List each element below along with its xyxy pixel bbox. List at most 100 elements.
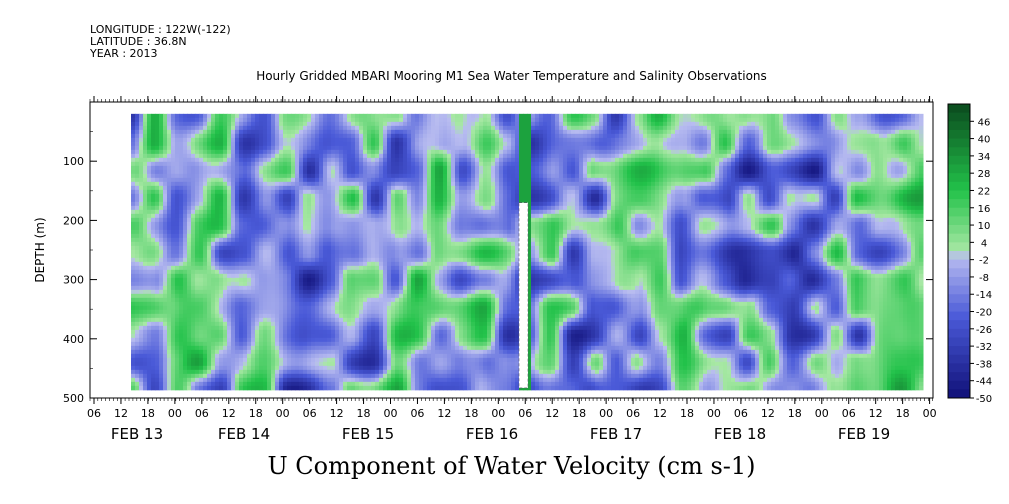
- x-hour-tick-label: 06: [303, 407, 317, 420]
- colorbar-label: -8: [979, 273, 989, 284]
- x-hour-tick-label: 12: [330, 407, 344, 420]
- y-tick-label: 300: [63, 274, 84, 287]
- colorbar-label: -44: [976, 377, 992, 388]
- x-day-label: FEB 15: [342, 425, 394, 443]
- colorbar-swatch: [948, 181, 970, 191]
- x-hour-tick-label: 06: [518, 407, 532, 420]
- colorbar-swatch: [948, 129, 970, 139]
- colorbar-swatch: [948, 363, 970, 373]
- colorbar-swatch: [948, 337, 970, 347]
- colorbar-swatch: [948, 121, 970, 131]
- colorbar-swatch: [948, 251, 970, 261]
- x-hour-tick-label: 06: [626, 407, 640, 420]
- x-hour-tick-label: 18: [141, 407, 155, 420]
- x-hour-tick-label: 18: [680, 407, 694, 420]
- x-hour-tick-label: 12: [653, 407, 667, 420]
- colorbar-swatch: [948, 294, 970, 304]
- colorbar-swatch: [948, 190, 970, 200]
- x-hour-tick-label: 12: [761, 407, 775, 420]
- x-hour-tick-label: 18: [464, 407, 478, 420]
- colorbar-swatch: [948, 320, 970, 330]
- colorbar-label: -26: [976, 325, 992, 336]
- colorbar-swatch: [948, 147, 970, 157]
- x-day-label: FEB 14: [218, 425, 270, 443]
- colorbar-swatch: [948, 276, 970, 286]
- y-tick-label: 400: [63, 333, 84, 346]
- x-day-label: FEB 18: [714, 425, 766, 443]
- colorbar-swatch: [948, 155, 970, 165]
- x-day-label: FEB 16: [466, 425, 518, 443]
- colorbar-swatch: [948, 164, 970, 174]
- x-hour-tick-label: 00: [168, 407, 182, 420]
- x-hour-tick-label: 18: [896, 407, 910, 420]
- x-hour-tick-label: 00: [383, 407, 397, 420]
- colorbar-swatch: [948, 233, 970, 243]
- colorbar-swatch: [948, 380, 970, 390]
- colorbar-label: 46: [978, 117, 991, 128]
- x-hour-tick-label: 12: [222, 407, 236, 420]
- longitude-label: LONGITUDE : 122W(-122): [90, 23, 231, 36]
- colorbar-label: 22: [978, 186, 991, 197]
- colorbar-label: -50: [976, 394, 992, 405]
- x-hour-tick-label: 18: [249, 407, 263, 420]
- colorbar-swatch: [948, 372, 970, 382]
- colorbar-swatch: [948, 285, 970, 295]
- y-tick-label: 500: [63, 392, 84, 405]
- x-hour-tick-label: 12: [869, 407, 883, 420]
- colorbar-swatch: [948, 242, 970, 252]
- x-hour-tick-label: 00: [815, 407, 829, 420]
- colorbar-label: 28: [978, 169, 991, 180]
- colorbar-swatch: [948, 104, 970, 114]
- x-hour-tick-label: 12: [437, 407, 451, 420]
- x-hour-tick-label: 00: [599, 407, 613, 420]
- colorbar-swatch: [948, 173, 970, 183]
- x-hour-tick-label: 12: [545, 407, 559, 420]
- colorbar-label: 4: [981, 238, 987, 249]
- x-hour-tick-label: 06: [734, 407, 748, 420]
- y-tick-label: 100: [63, 155, 84, 168]
- colorbar-swatch: [948, 207, 970, 217]
- velocity-field: [131, 113, 924, 391]
- colorbar-swatch: [948, 311, 970, 321]
- chart-title: Hourly Gridded MBARI Mooring M1 Sea Wate…: [256, 69, 767, 83]
- latitude-label: LATITUDE : 36.8N: [90, 35, 187, 48]
- y-tick-label: 200: [63, 214, 84, 227]
- x-hour-tick-label: 00: [707, 407, 721, 420]
- colorbar-label: 34: [978, 152, 991, 163]
- x-day-label: FEB 13: [111, 425, 163, 443]
- x-hour-tick-label: 06: [87, 407, 101, 420]
- colorbar-frame: [947, 103, 971, 399]
- colorbar-label: 16: [978, 204, 991, 215]
- x-hour-tick-label: 06: [195, 407, 209, 420]
- y-axis-title: DEPTH (m): [33, 217, 47, 282]
- colorbar-label: 10: [978, 221, 991, 232]
- x-hour-tick-label: 06: [410, 407, 424, 420]
- x-hour-tick-label: 00: [491, 407, 505, 420]
- colorbar-label: -14: [976, 290, 992, 301]
- x-hour-tick-label: 18: [357, 407, 371, 420]
- colorbar-label: -2: [979, 256, 989, 267]
- colorbar-swatch: [948, 302, 970, 312]
- colorbar-label: -32: [976, 342, 992, 353]
- x-day-label: FEB 17: [590, 425, 642, 443]
- colorbar-swatch: [948, 216, 970, 226]
- x-hour-tick-label: 00: [276, 407, 290, 420]
- year-label: YEAR : 2013: [90, 47, 158, 60]
- colorbar-swatch: [948, 389, 970, 399]
- colorbar-swatch: [948, 346, 970, 356]
- colorbar-label: -20: [976, 308, 992, 319]
- colorbar-label: -38: [976, 359, 992, 370]
- colorbar-swatch: [948, 199, 970, 209]
- x-hour-tick-label: 18: [788, 407, 802, 420]
- x-axis-title: U Component of Water Velocity (cm s-1): [267, 452, 756, 480]
- colorbar: 46 40 34 28 22 16 10 4 -2 -8 -14 -20 -26 -32 -38 -44 -50: [947, 103, 992, 405]
- colorbar-swatch: [948, 354, 970, 364]
- x-hour-tick-label: 12: [114, 407, 128, 420]
- colorbar-swatch: [948, 268, 970, 278]
- x-day-label: FEB 19: [838, 425, 890, 443]
- x-hour-tick-label: 18: [572, 407, 586, 420]
- x-hour-tick-label: 00: [923, 407, 937, 420]
- colorbar-swatch: [948, 259, 970, 269]
- colorbar-swatch: [948, 225, 970, 235]
